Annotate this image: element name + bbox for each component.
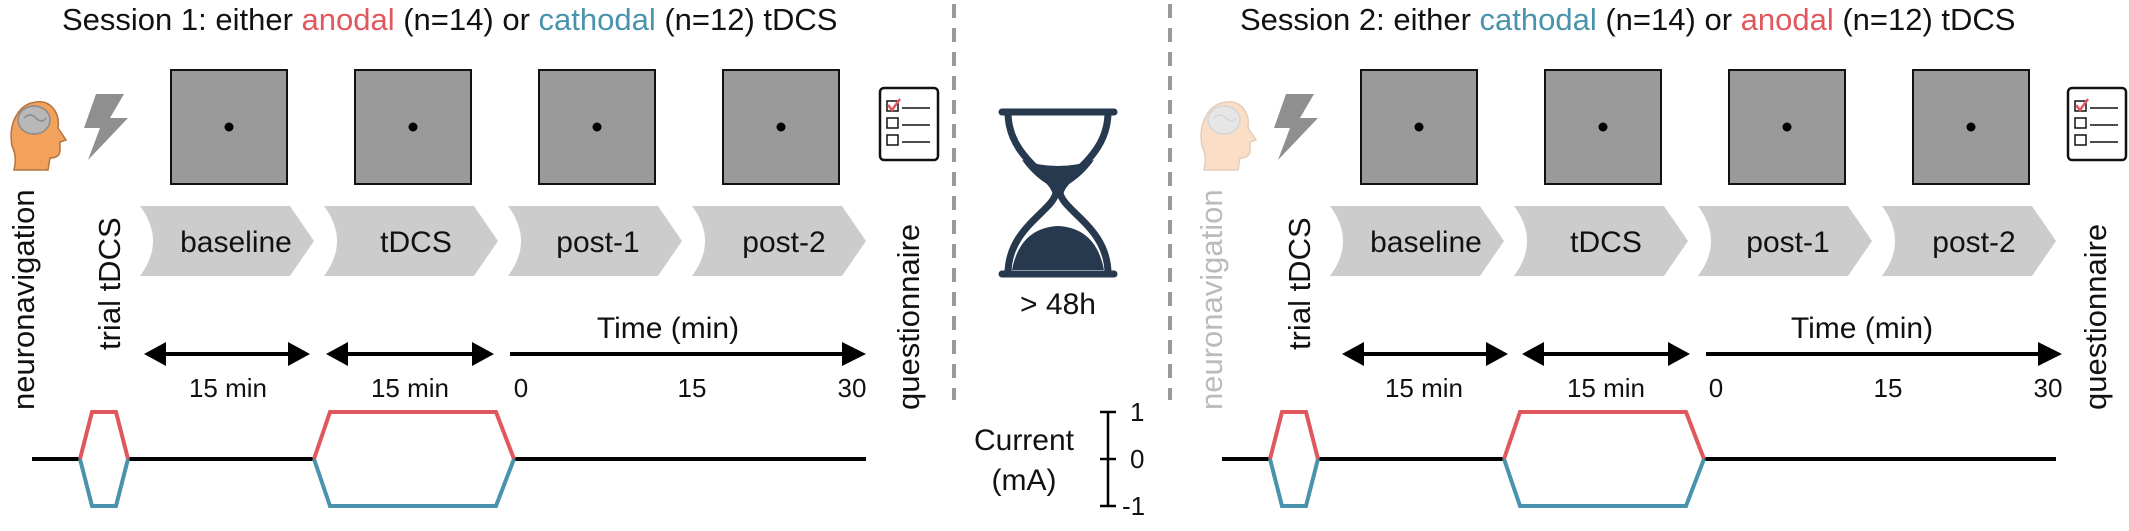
duration-label: 15 min (371, 373, 449, 403)
time-axis: Time (min) 0 15 30 (510, 312, 866, 403)
phase-label: post-2 (742, 226, 825, 259)
cathodal-stim-waveform (1502, 458, 1706, 508)
session-1-title-prefix: Session 1: either (62, 2, 302, 37)
fixation-screen (170, 69, 288, 185)
lightning-bolt-icon (1274, 94, 1318, 160)
session-2-panel: Session 2: either cathodal (n=14) or ano… (1194, 2, 2128, 508)
time-axis-label: Time (min) (597, 312, 739, 345)
fixation-screen (1728, 69, 1846, 185)
current-tick: 0 (1130, 444, 1144, 474)
trial-tdcs-label: trial tDCS (1282, 217, 1317, 350)
session-1-title: Session 1: either anodal (n=14) or catho… (62, 2, 837, 37)
phase-label: baseline (180, 226, 292, 259)
cathodal-stim-waveform (312, 458, 516, 508)
session-1-first-condition: anodal (302, 2, 395, 37)
fixation-screen (538, 69, 656, 185)
time-tick: 15 (678, 373, 707, 403)
phase-label: post-2 (1932, 226, 2015, 259)
current-tick: 1 (1130, 397, 1144, 427)
phase-chevron-tdcs: tDCS (324, 206, 498, 276)
washout-label: > 48h (1020, 288, 1096, 321)
checklist-icon (878, 86, 940, 162)
anodal-stim-waveform (1502, 410, 1706, 460)
questionnaire-label: questionnaire (2078, 224, 2113, 410)
phase-label: post-1 (1746, 226, 1829, 259)
neuronavigation-label: neuronavigation (6, 189, 41, 410)
duration-arrow-baseline: 15 min (144, 342, 310, 403)
duration-arrow-tdcs: 15 min (326, 342, 494, 403)
duration-arrow-baseline: 15 min (1342, 342, 1508, 403)
cathodal-trial-waveform (78, 458, 130, 508)
session-2-second-condition: anodal (1741, 2, 1834, 37)
trial-tdcs-label: trial tDCS (92, 217, 127, 350)
questionnaire-label: questionnaire (891, 224, 926, 410)
phase-chevron-post-2: post-2 (692, 206, 866, 276)
session-1-title-mid: (n=14) or (395, 2, 539, 37)
phase-chevron-baseline: baseline (140, 206, 314, 276)
checklist-icon (2066, 86, 2128, 162)
time-tick: 0 (514, 373, 528, 403)
current-waveform (32, 410, 866, 508)
session-2-first-condition: cathodal (1480, 2, 1597, 37)
phase-chevron-post-1: post-1 (508, 206, 682, 276)
fixation-screen (1912, 69, 2030, 185)
session-2-title-mid: (n=14) or (1597, 2, 1741, 37)
phase-label: post-1 (556, 226, 639, 259)
phase-chevron-tdcs: tDCS (1514, 206, 1688, 276)
session-1-title-suffix: (n=12) tDCS (656, 2, 838, 37)
phase-chevron-post-2: post-2 (1882, 206, 2056, 276)
time-tick: 30 (2034, 373, 2063, 403)
duration-arrow-tdcs: 15 min (1522, 342, 1690, 403)
current-axis-unit: (mA) (992, 464, 1057, 497)
time-tick: 0 (1709, 373, 1723, 403)
current-tick: -1 (1122, 491, 1145, 521)
head-icon (10, 101, 68, 171)
fixation-screen (1544, 69, 1662, 185)
neuronavigation-label-faded: neuronavigation (1194, 189, 1229, 410)
time-axis-label: Time (min) (1791, 312, 1933, 345)
fixation-screen (1360, 69, 1478, 185)
washout-period: > 48h (998, 108, 1118, 321)
cathodal-trial-waveform (1268, 458, 1320, 508)
session-1-panel: Session 1: either anodal (n=14) or catho… (6, 2, 940, 508)
current-axis-label: Current (974, 424, 1075, 457)
current-waveform (1222, 410, 2056, 508)
time-tick: 30 (838, 373, 867, 403)
phase-label: tDCS (1570, 226, 1642, 259)
duration-label: 15 min (189, 373, 267, 403)
lightning-bolt-icon (84, 94, 128, 160)
phase-chevron-baseline: baseline (1330, 206, 1504, 276)
session-2-title: Session 2: either cathodal (n=14) or ano… (1240, 2, 2015, 37)
current-axis: Current (mA) 1 0 -1 (974, 397, 1145, 521)
session-1-second-condition: cathodal (539, 2, 656, 37)
hourglass-icon (998, 108, 1118, 278)
session-2-title-suffix: (n=12) tDCS (1834, 2, 2016, 37)
phase-label: baseline (1370, 226, 1482, 259)
fixation-screen (354, 69, 472, 185)
duration-label: 15 min (1567, 373, 1645, 403)
phase-label: tDCS (380, 226, 452, 259)
anodal-stim-waveform (312, 410, 516, 460)
time-axis: Time (min) 0 15 30 (1706, 312, 2062, 403)
time-tick: 15 (1874, 373, 1903, 403)
head-icon-faded (1200, 101, 1258, 171)
anodal-trial-waveform (78, 410, 130, 460)
phase-chevron-post-1: post-1 (1698, 206, 1872, 276)
session-2-title-prefix: Session 2: either (1240, 2, 1480, 37)
duration-label: 15 min (1385, 373, 1463, 403)
fixation-screen (722, 69, 840, 185)
anodal-trial-waveform (1268, 410, 1320, 460)
